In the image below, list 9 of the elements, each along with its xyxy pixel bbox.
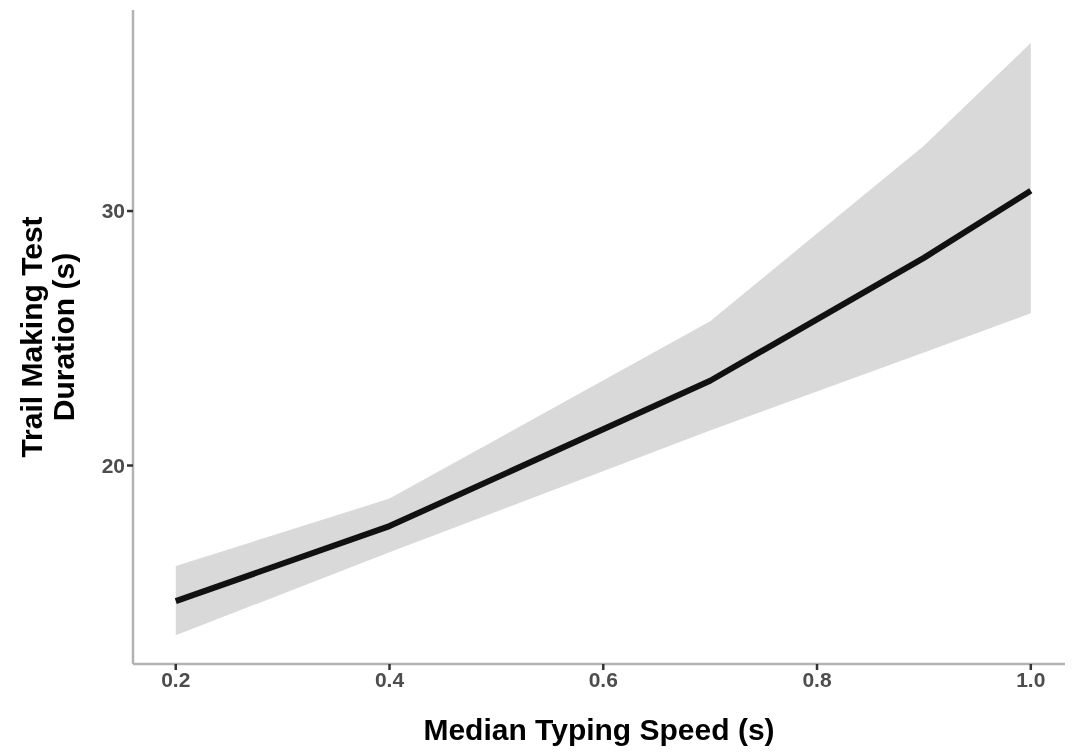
y-axis-title: Trail Making Test Duration (s) [15, 216, 80, 458]
x-tick-label: 0.2 [161, 667, 191, 691]
x-tick-label: 0.6 [588, 667, 618, 691]
y-tick-label: 20 [101, 453, 125, 477]
x-tick-label: 0.4 [374, 667, 405, 691]
x-axis-title: Median Typing Speed (s) [423, 713, 775, 746]
y-tick-label: 30 [101, 199, 125, 223]
x-tick-label: 1.0 [1016, 667, 1046, 691]
x-tick-label: 0.8 [802, 667, 832, 691]
